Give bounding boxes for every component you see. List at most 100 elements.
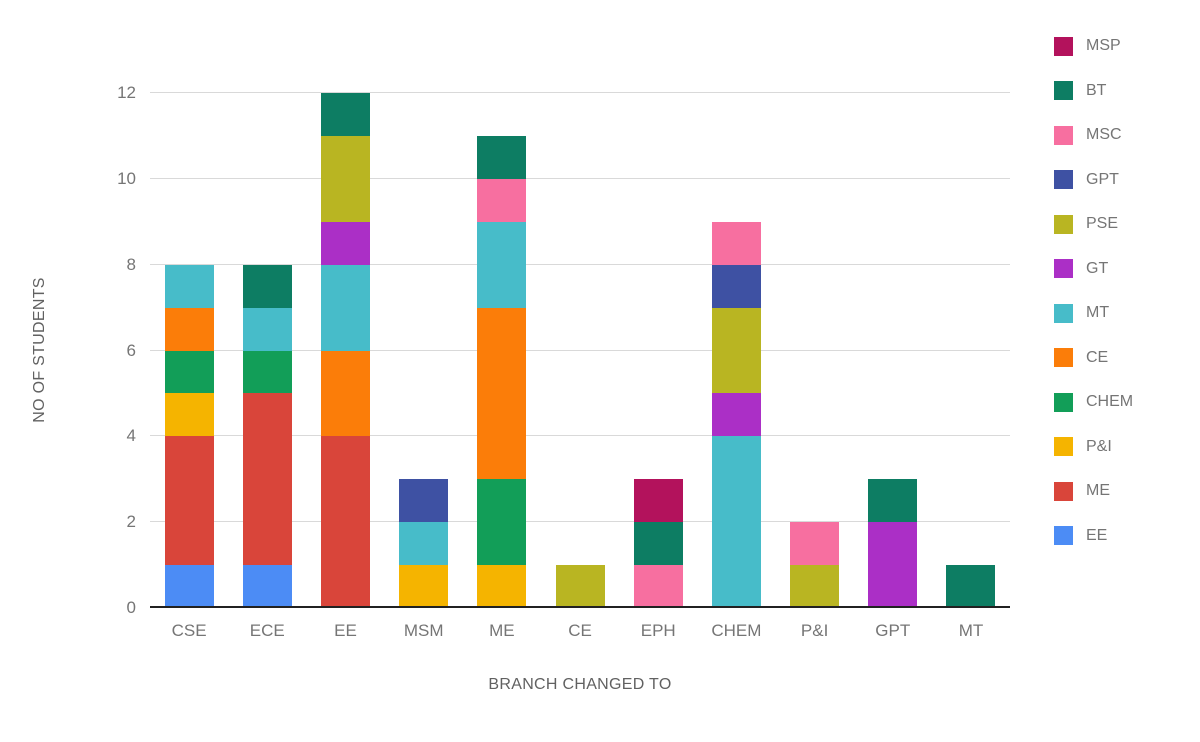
bar-gpt <box>868 93 918 608</box>
bar-segment-p-i <box>399 565 449 608</box>
bar-segment-ee <box>164 565 214 608</box>
bar-segment-chem <box>477 479 527 566</box>
legend-item-gpt: GPT <box>1054 158 1133 203</box>
x-tick-label-ce: CE <box>568 621 592 640</box>
y-tick-label: 2 <box>126 512 136 532</box>
y-tick-label: 4 <box>126 426 136 446</box>
bar-segment-pse <box>555 565 605 608</box>
bar-group-me <box>463 93 541 608</box>
bar-group-ce <box>541 93 619 608</box>
bar-segment-mt <box>320 264 370 351</box>
bar-group-p-i <box>776 93 854 608</box>
bar-ece <box>242 93 292 608</box>
legend-swatch-chem <box>1054 392 1073 412</box>
bar-segment-me <box>164 436 214 566</box>
bar-segment-gt <box>868 522 918 608</box>
legend-swatch-msc <box>1054 125 1073 145</box>
bar-segment-gt <box>320 221 370 265</box>
bar-segment-pse <box>320 135 370 222</box>
bar-segment-bt <box>946 565 996 608</box>
gridline <box>150 349 1010 351</box>
x-tick-label-p-i: P&I <box>800 621 829 640</box>
gridline <box>150 263 1010 265</box>
bar-segment-p-i <box>164 393 214 437</box>
bar-segment-msc <box>633 565 683 608</box>
x-tick-label-gpt: GPT <box>875 621 911 640</box>
bar-group-msm <box>385 93 463 608</box>
legend-swatch-bt <box>1054 81 1073 101</box>
legend-item-pse: PSE <box>1054 202 1133 247</box>
y-axis-title: NO OF STUDENTS <box>31 277 48 423</box>
bar-segment-msc <box>790 522 840 566</box>
x-tick-label-me: ME <box>489 621 515 640</box>
legend-item-msc: MSC <box>1054 113 1133 158</box>
bar-segment-bt <box>320 93 370 136</box>
x-axis-labels: CSE ECE EE MSM ME CE EPH CHEM P&I GPT MT <box>150 621 1010 641</box>
bar-ee <box>320 93 370 608</box>
bar-group-chem <box>697 93 775 608</box>
bar-segment-gpt <box>711 264 761 308</box>
bar-segment-pse <box>711 307 761 394</box>
bar-ce <box>555 93 605 608</box>
bars-layer <box>150 93 1010 608</box>
bar-segment-msc <box>711 221 761 265</box>
legend-label: ME <box>1086 482 1110 500</box>
bar-mt <box>946 93 996 608</box>
y-tick-label: 10 <box>117 168 136 188</box>
legend-item-mt: MT <box>1054 291 1133 336</box>
bar-segment-me <box>242 393 292 566</box>
bar-me <box>477 93 527 608</box>
y-tick-label: 8 <box>126 254 136 274</box>
legend-swatch-ce <box>1054 348 1073 368</box>
x-tick-label-ece: ECE <box>249 621 285 640</box>
x-tick-label-chem: CHEM <box>711 621 762 640</box>
bar-group-gpt <box>854 93 932 608</box>
bar-segment-gt <box>711 393 761 437</box>
legend-label: PSE <box>1086 215 1119 233</box>
x-tick-label-msm: MSM <box>403 621 444 640</box>
bar-group-ece <box>228 93 306 608</box>
bar-segment-ee <box>242 565 292 608</box>
bar-segment-pse <box>790 565 840 608</box>
bar-segment-bt <box>242 264 292 308</box>
legend-item-gt: GT <box>1054 247 1133 292</box>
x-tick-label-eph: EPH <box>640 621 676 640</box>
gridline <box>150 521 1010 523</box>
legend-item-msp: MSP <box>1054 24 1133 69</box>
legend-label: MSC <box>1086 126 1122 144</box>
legend-label: BT <box>1086 81 1107 99</box>
gridline <box>150 435 1010 437</box>
bar-group-cse <box>150 93 228 608</box>
bar-segment-ce <box>320 350 370 437</box>
legend-swatch-me <box>1054 481 1073 501</box>
bar-segment-me <box>320 436 370 608</box>
bar-segment-ce <box>164 307 214 351</box>
bar-msm <box>399 93 449 608</box>
bar-segment-bt <box>477 135 527 179</box>
legend-label: MSP <box>1086 37 1121 55</box>
legend-item-me: ME <box>1054 469 1133 514</box>
bar-segment-mt <box>242 307 292 351</box>
bar-segment-mt <box>164 264 214 308</box>
bar-segment-msc <box>477 178 527 222</box>
legend-swatch-gt <box>1054 259 1073 279</box>
bar-segment-mt <box>711 436 761 608</box>
legend-label: CHEM <box>1086 393 1134 411</box>
x-axis-title: BRANCH CHANGED TO <box>488 676 672 693</box>
legend-label: GT <box>1086 259 1109 277</box>
bar-segment-bt <box>633 522 683 566</box>
legend-swatch-mt <box>1054 303 1073 323</box>
bar-segment-bt <box>868 479 918 523</box>
legend-label: CE <box>1086 348 1109 366</box>
legend-item-ce: CE <box>1054 336 1133 381</box>
plot-area: 0 2 4 6 8 10 12 <box>117 83 1010 617</box>
x-tick-label-ee: EE <box>334 621 357 640</box>
x-axis-baseline <box>150 606 1010 608</box>
legend: MSP BT MSC GPT PSE GT MT CE CHEM P&I ME EE <box>1054 24 1133 558</box>
legend-label: MT <box>1086 304 1110 322</box>
y-tick-label: 6 <box>126 340 136 360</box>
legend-item-bt: BT <box>1054 69 1133 114</box>
y-tick-label: 12 <box>117 83 136 102</box>
bar-segment-chem <box>164 350 214 394</box>
legend-swatch-msp <box>1054 36 1073 56</box>
